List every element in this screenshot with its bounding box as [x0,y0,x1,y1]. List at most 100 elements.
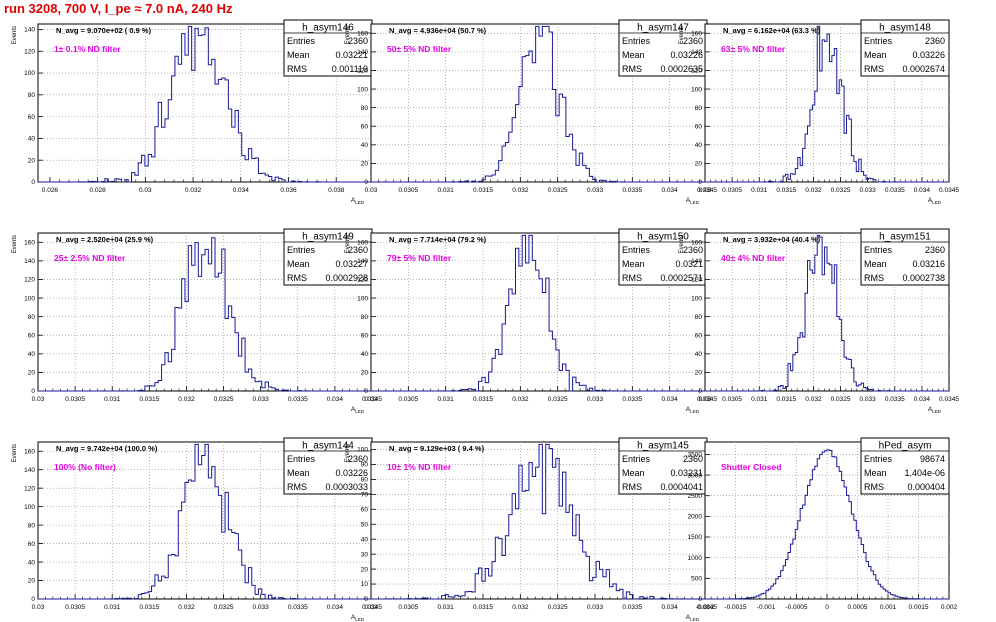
y-tick-label: 140 [691,49,702,56]
x-tick-label: 0.034 [327,396,344,403]
stats-value-rms: 0.0002635 [660,64,703,74]
stats-value-entries: 2360 [925,36,945,46]
stats-title: h_asym149 [302,232,354,243]
x-tick-label: 0.0325 [548,396,568,403]
y-tick-label: 20 [28,370,36,377]
x-tick-label: 0.03 [32,604,45,611]
stats-title: h_asym148 [879,23,931,34]
y-tick-label: 60 [361,506,369,513]
stats-value-entries: 2360 [683,245,703,255]
y-tick-label: 3000 [688,472,703,479]
y-tick-label: 2000 [688,514,703,521]
stats-label-mean: Mean [864,259,887,269]
x-tick-label: 0.0345 [697,396,717,403]
y-tick-label: 0 [364,179,368,186]
stats-value-entries: 2360 [348,245,368,255]
stats-box [618,437,708,495]
y-tick-label: 40 [28,351,36,358]
stats-value-rms: 0.0004041 [660,482,703,492]
y-tick-label: 80 [695,314,703,321]
navg-label: N_avg = 4.936e+04 (50.7 %) [389,26,487,35]
x-tick-label: 0.032 [185,187,202,194]
x-tick-label: 0.033 [587,187,604,194]
stats-value-entries: 2360 [683,36,703,46]
y-tick-label: 40 [28,559,36,566]
stats-label-rms: RMS [287,64,307,74]
stats-label-mean: Mean [287,259,310,269]
x-tick-label: 0.034 [914,187,931,194]
x-tick-label: 0.002 [941,604,958,611]
y-tick-label: 2500 [688,493,703,500]
x-tick-label: 0.0335 [288,396,308,403]
x-axis-title: ALED [686,406,700,414]
stats-label-entries: Entries [864,36,893,46]
x-tick-label: 0.0325 [214,604,234,611]
x-tick-label: 0.028 [90,187,107,194]
navg-label: N_avg = 9.070e+02 ( 0.9 %) [56,26,152,35]
stats-label-entries: Entries [287,36,316,46]
stats-label-mean: Mean [622,468,645,478]
stats-title: hPed_asym [879,441,932,452]
stats-label-entries: Entries [622,245,651,255]
stats-value-mean: 0.03226 [670,50,703,60]
y-tick-label: 160 [691,30,702,37]
x-tick-label: 0.0305 [65,604,85,611]
stats-value-rms: 0.0002674 [902,64,945,74]
x-axis-title: ALED [928,406,942,414]
x-tick-label: 0.032 [805,396,822,403]
y-tick-label: 30 [361,551,369,558]
y-tick-label: 20 [361,370,369,377]
y-tick-label: 120 [24,48,35,55]
x-tick-label: 0 [825,604,829,611]
histogram-panel-h_asym145: 0.03 0.0305 0.031 0.0315 0.032 0.0325 0.033 0.0… [345,437,717,622]
y-tick-label: 1000 [688,555,703,562]
filter-label: 50± 5% ND filter [387,44,452,54]
y-tick-label: 500 [691,576,702,583]
histogram-line [371,234,707,392]
filter-label: 10± 1% ND filter [387,462,452,472]
x-tick-label: 0.034 [914,396,931,403]
x-tick-label: 0.032 [178,604,195,611]
navg-label: N_avg = 9.129e+03 ( 9.4 %) [389,444,485,453]
histogram-panel-h_asym146: 0.026 0.028 0.03 0.032 0.034 0.036 0.038 0 20 40 6… [12,19,373,205]
x-tick-label: 0.0315 [139,396,159,403]
y-tick-label: 40 [695,142,703,149]
stats-label-rms: RMS [622,273,642,283]
filter-label: 1± 0.1% ND filter [54,44,121,54]
y-tick-label: 100 [691,295,702,302]
y-tick-label: 140 [691,258,702,265]
y-tick-label: 80 [361,105,369,112]
filter-label: 63± 5% ND filter [721,44,786,54]
stats-value-rms: 0.0002571 [660,273,703,283]
x-tick-label: 0.03 [32,396,45,403]
stats-label-rms: RMS [864,482,884,492]
stats-value-mean: 0.03226 [335,468,368,478]
stats-box [283,19,373,77]
x-tick-label: 0.032 [512,187,529,194]
stats-value-entries: 2360 [683,454,703,464]
x-tick-label: 0.0335 [622,187,642,194]
x-tick-label: 0.03 [699,187,712,194]
filter-label: 40± 4% ND filter [721,253,786,263]
stats-label-entries: Entries [864,245,893,255]
x-tick-label: 0.0325 [548,604,568,611]
x-tick-label: 0.001 [880,604,897,611]
y-tick-label: 80 [28,92,36,99]
stats-box [860,228,950,286]
y-tick-label: 0 [364,596,368,603]
histogram-panel-h_asym150: 0.03 0.0305 0.031 0.0315 0.032 0.0325 0.033 0.0… [345,228,717,414]
stats-value-mean: 0.03231 [670,468,703,478]
y-tick-label: 60 [695,123,703,130]
y-tick-label: 70 [361,492,369,499]
y-tick-label: 120 [24,485,35,492]
histogram-panel-h_asym144: 0.03 0.0305 0.031 0.0315 0.032 0.0325 0.033 0.0… [12,437,382,622]
x-tick-label: 0.0345 [697,187,717,194]
y-tick-label: 100 [24,504,35,511]
y-tick-label: 100 [357,447,368,454]
stats-title: h_asym147 [637,23,689,34]
y-tick-label: 40 [361,142,369,149]
stats-value-entries: 98674 [920,454,945,464]
histogram-line [705,25,949,183]
y-tick-label: 140 [24,467,35,474]
x-axis-title: ALED [928,197,942,205]
